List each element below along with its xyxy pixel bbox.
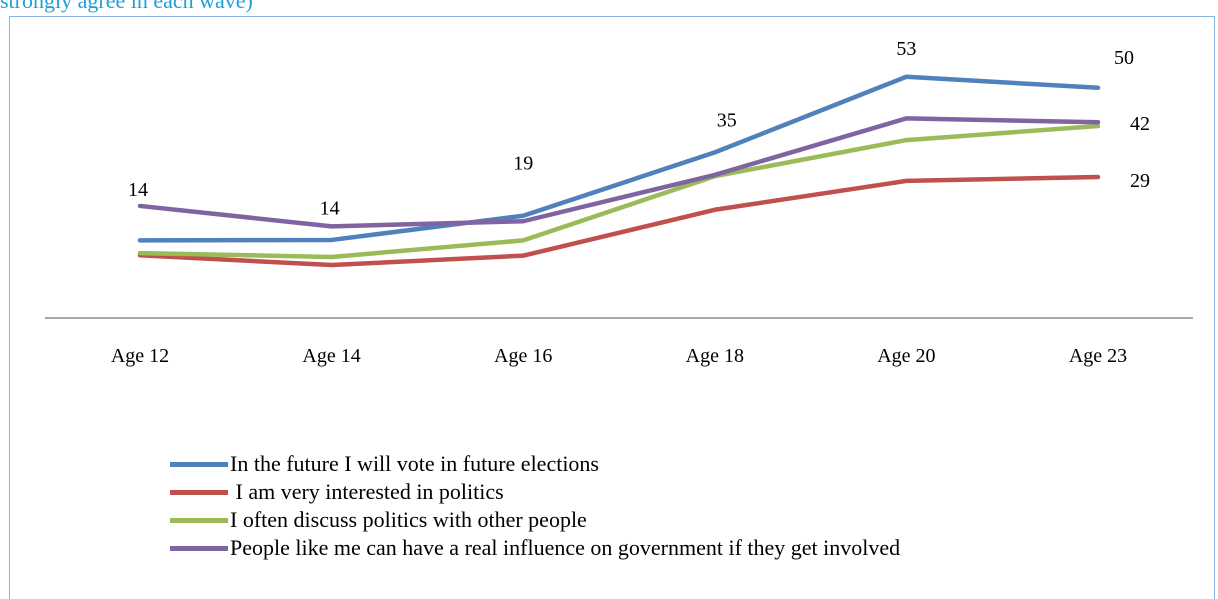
- series-lines: [137, 74, 1101, 268]
- x-tick-label: Age 12: [111, 345, 169, 367]
- x-tick-label: Age 18: [686, 345, 744, 367]
- data-label: 50: [1114, 47, 1134, 69]
- x-tick-label: Age 20: [877, 345, 935, 367]
- legend: In the future I will vote in future elec…: [170, 450, 900, 562]
- data-label: 14: [320, 197, 340, 219]
- x-tick-labels: Age 12 Age 14 Age 16 Age 18 Age 20 Age 23: [111, 345, 1127, 367]
- legend-item-3: I often discuss politics with other peop…: [170, 506, 900, 534]
- x-tick-label: Age 23: [1069, 345, 1127, 367]
- legend-label: I often discuss politics with other peop…: [230, 507, 587, 532]
- legend-swatch: [170, 461, 228, 467]
- legend-swatch: [170, 517, 228, 523]
- data-label: 14: [128, 179, 148, 201]
- legend-swatch: [170, 489, 228, 495]
- chart-frame: [9, 16, 1215, 599]
- data-label: 29: [1130, 170, 1150, 192]
- series-line-4: [137, 116, 1101, 229]
- series-line-2: [137, 174, 1101, 268]
- legend-swatch: [170, 545, 228, 551]
- data-label: 19: [513, 153, 533, 175]
- x-tick-label: Age 16: [494, 345, 552, 367]
- data-labels: 14 14 19 35 53 50 42 29: [128, 38, 1150, 220]
- legend-label: I am very interested in politics: [230, 479, 504, 504]
- legend-item-1: In the future I will vote in future elec…: [170, 450, 900, 478]
- legend-item-2: I am very interested in politics: [170, 478, 900, 506]
- data-label: 42: [1130, 113, 1150, 135]
- data-label: 35: [717, 109, 737, 131]
- series-line-3: [137, 123, 1101, 260]
- legend-item-4: People like me can have a real influence…: [170, 534, 900, 562]
- data-label: 53: [896, 38, 916, 60]
- chart-caption: strongly agree in each wave): [0, 0, 253, 13]
- legend-label: People like me can have a real influence…: [230, 535, 901, 560]
- legend-label: In the future I will vote in future elec…: [230, 451, 599, 476]
- series-line-1: [137, 74, 1101, 243]
- x-tick-label: Age 14: [302, 345, 360, 367]
